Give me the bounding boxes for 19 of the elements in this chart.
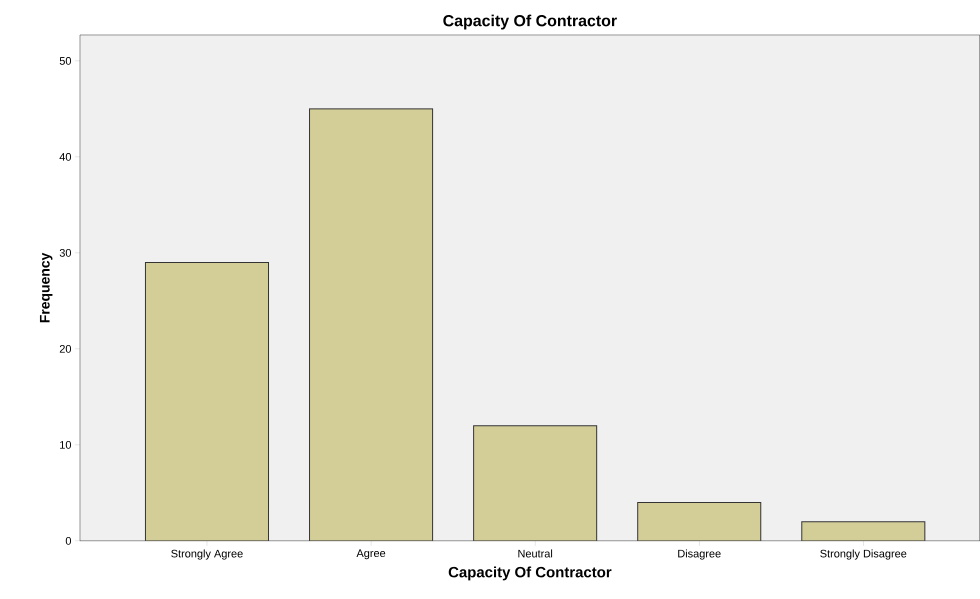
- x-tick-label: Agree: [356, 549, 386, 560]
- x-tick-label: Disagree: [678, 549, 721, 560]
- y-tick-label: 20: [60, 345, 72, 353]
- y-axis-title: Frequency: [40, 252, 52, 322]
- y-tick-label: 10: [60, 441, 72, 449]
- bar: [801, 521, 926, 541]
- y-tick-label: 50: [60, 57, 72, 65]
- bar: [145, 262, 269, 541]
- y-tick-label: 0: [66, 537, 72, 545]
- bar: [309, 108, 434, 541]
- bar: [473, 425, 598, 541]
- x-tick-label: Strongly Disagree: [820, 549, 906, 560]
- y-tick-label: 40: [60, 153, 72, 161]
- bar: [637, 502, 762, 541]
- x-axis-title: Capacity Of Contractor: [448, 566, 612, 580]
- y-tick-label: 30: [60, 249, 72, 257]
- x-tick-label: Strongly Agree: [171, 549, 243, 560]
- chart-title: Capacity Of Contractor: [443, 14, 617, 30]
- x-tick-label: Neutral: [518, 549, 552, 558]
